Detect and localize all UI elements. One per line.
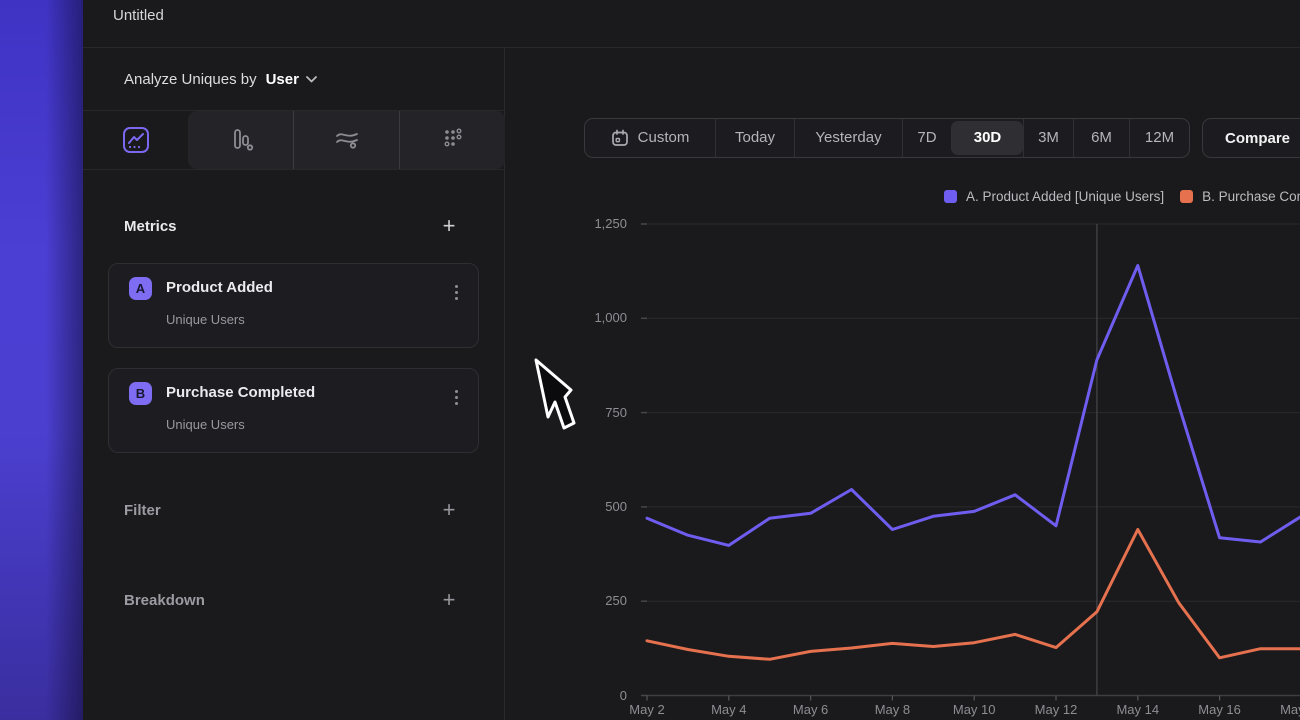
date-range-control: Custom Today Yesterday 7D 30D 3M 6M 12M: [584, 118, 1190, 158]
y-axis-label: 750: [605, 404, 627, 420]
flows-icon: [335, 133, 358, 149]
left-gradient-rail: [0, 0, 83, 720]
metric-title: Product Added: [166, 279, 273, 296]
add-breakdown-button[interactable]: +: [442, 587, 456, 612]
x-axis-label: May 8: [874, 702, 911, 717]
chevron-down-icon: [306, 75, 317, 82]
series-line: [645, 528, 1300, 661]
tab-bar-chart[interactable]: [188, 111, 293, 169]
retention-grid-icon: [443, 128, 462, 147]
breakdown-section-header: Breakdown +: [124, 589, 461, 611]
series-line: [645, 264, 1300, 547]
y-axis-label: 1,250: [594, 216, 627, 231]
line-chart[interactable]: [505, 48, 1300, 720]
x-axis-label: May 10: [952, 702, 996, 717]
top-bar: Untitled: [83, 0, 1300, 48]
compare-button[interactable]: Compare: [1202, 118, 1300, 158]
metric-card-b[interactable]: B Purchase Completed Unique Users: [108, 368, 479, 453]
chart-panel: Custom Today Yesterday 7D 30D 3M 6M 12M …: [505, 48, 1300, 720]
add-metric-button[interactable]: +: [442, 213, 456, 238]
range-yesterday[interactable]: Yesterday: [794, 119, 902, 157]
x-axis-label: May 12: [1034, 702, 1078, 717]
x-axis-label: May 14: [1116, 702, 1160, 717]
range-30d[interactable]: 30D: [951, 121, 1023, 155]
legend-label: B. Purchase Completed [Unique Users]: [1202, 189, 1300, 204]
tab-retention[interactable]: [399, 111, 505, 169]
range-7d[interactable]: 7D: [902, 119, 951, 157]
x-axis-label: May 18: [1280, 702, 1300, 717]
range-6m[interactable]: 6M: [1073, 119, 1129, 157]
uniques-by-value: User: [265, 70, 299, 88]
y-axis-label: 0: [619, 687, 627, 703]
y-axis-label: 250: [605, 593, 627, 609]
analyze-row: Analyze Uniques by User: [83, 48, 504, 111]
metric-badge-a: A: [129, 277, 152, 300]
inactive-tab-band: [188, 111, 505, 169]
metrics-label: Metrics: [124, 217, 177, 235]
bar-chart-icon: [233, 129, 253, 151]
metric-title: Purchase Completed: [166, 384, 316, 401]
metric-subtitle[interactable]: Unique Users: [166, 417, 245, 432]
y-axis-label: 1,000: [594, 310, 627, 326]
query-sidebar: Analyze Uniques by User: [83, 48, 505, 720]
x-axis-label: May 4: [711, 702, 747, 717]
report-title[interactable]: Untitled: [113, 7, 164, 24]
metrics-section-header: Metrics +: [124, 215, 461, 237]
metric-options-icon[interactable]: [451, 386, 462, 409]
y-axis-label: 500: [605, 498, 627, 514]
filter-section-header: Filter +: [124, 499, 461, 521]
calendar-icon: [611, 129, 628, 146]
tab-flows[interactable]: [293, 111, 399, 169]
uniques-by-selector[interactable]: User: [266, 71, 317, 88]
metric-options-icon[interactable]: [451, 281, 462, 304]
line-chart-icon: [122, 127, 149, 153]
tab-line-chart[interactable]: [83, 111, 188, 169]
filter-label: Filter: [124, 501, 161, 519]
legend-swatch: [1180, 190, 1194, 203]
chart-type-tabs: [83, 111, 505, 170]
add-filter-button[interactable]: +: [442, 497, 456, 522]
range-12m[interactable]: 12M: [1129, 119, 1189, 157]
metric-subtitle[interactable]: Unique Users: [166, 312, 245, 327]
chart-legend: A. Product Added [Unique Users] B. Purcha…: [944, 189, 1300, 204]
range-3m[interactable]: 3M: [1023, 119, 1073, 157]
range-today[interactable]: Today: [715, 119, 794, 157]
analyze-label: Analyze Uniques by: [124, 70, 257, 88]
metric-card-a[interactable]: A Product Added Unique Users: [108, 263, 479, 348]
legend-label: A. Product Added [Unique Users]: [966, 189, 1165, 204]
x-axis-label: May 6: [792, 702, 829, 717]
x-axis-label: May 2: [629, 702, 665, 717]
breakdown-label: Breakdown: [124, 591, 205, 609]
legend-item[interactable]: A. Product Added [Unique Users]: [944, 189, 1164, 204]
legend-swatch: [944, 190, 957, 203]
metric-badge-b: B: [129, 382, 152, 405]
x-axis-label: May 16: [1198, 702, 1241, 717]
legend-item[interactable]: B. Purchase Completed [Unique Users]: [1180, 189, 1300, 204]
range-custom[interactable]: Custom: [585, 119, 715, 157]
